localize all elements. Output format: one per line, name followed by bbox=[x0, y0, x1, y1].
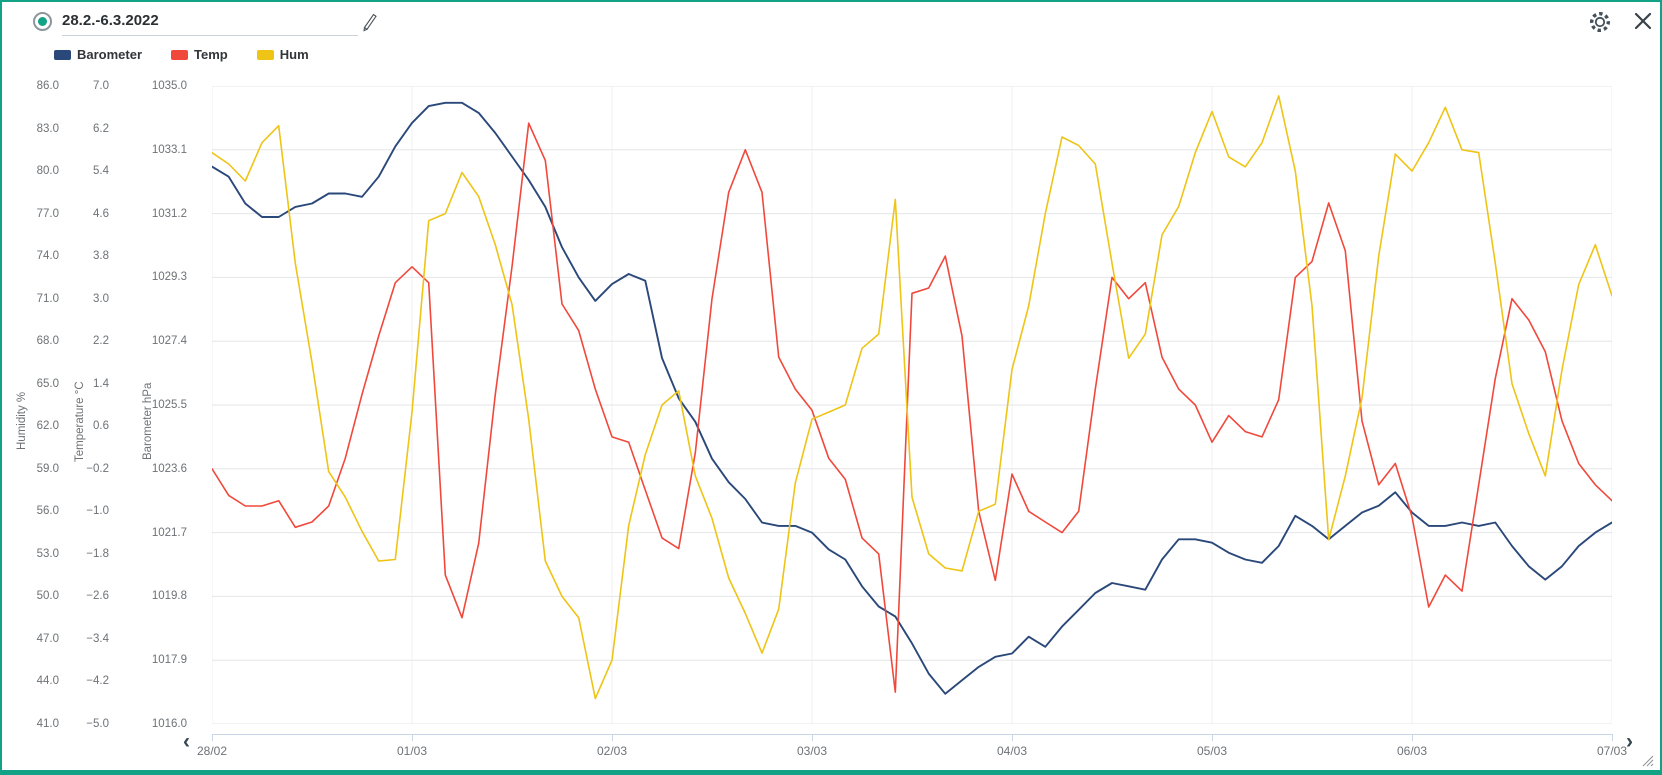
legend-label: Hum bbox=[279, 47, 309, 62]
graph-title-input[interactable] bbox=[62, 10, 358, 36]
legend-label: Temp bbox=[194, 47, 228, 62]
legend: Barometer Temp Hum bbox=[54, 47, 338, 62]
track-tick bbox=[1012, 734, 1013, 741]
plot-area[interactable] bbox=[212, 86, 1612, 724]
track-tick bbox=[812, 734, 813, 741]
legend-label: Barometer bbox=[77, 47, 143, 62]
hum-swatch bbox=[256, 49, 274, 60]
barometer-tick-label: 1016.0 bbox=[151, 718, 187, 730]
x-tick-label: 05/03 bbox=[1196, 744, 1228, 758]
track-tick bbox=[1412, 734, 1413, 741]
hum-line bbox=[212, 95, 1612, 700]
x-tick-label: 06/03 bbox=[1396, 744, 1428, 758]
humidity-tick-label: 86.0 bbox=[36, 80, 59, 92]
legend-item-barometer[interactable]: Barometer bbox=[54, 47, 142, 62]
record-indicator-dot bbox=[38, 17, 47, 26]
humidity-tick-label: 50.0 bbox=[36, 590, 59, 603]
humidity-tick-label: 68.0 bbox=[36, 335, 59, 348]
legend-item-temp[interactable]: Temp bbox=[171, 47, 228, 62]
x-tick-label: 01/03 bbox=[396, 744, 428, 758]
temperature-tick-label: −2.6 bbox=[86, 590, 109, 603]
temperature-tick-label: −5.0 bbox=[86, 718, 109, 730]
temp-line bbox=[212, 122, 1612, 693]
temp-swatch bbox=[171, 49, 189, 60]
temperature-tick-label: 7.0 bbox=[93, 80, 109, 92]
humidity-tick-label: 44.0 bbox=[36, 675, 59, 688]
temperature-tick-label: 0.6 bbox=[93, 420, 109, 433]
humidity-tick-label: 83.0 bbox=[36, 122, 59, 135]
humidity-tick-label: 47.0 bbox=[36, 632, 59, 645]
legend-item-hum[interactable]: Hum bbox=[256, 47, 309, 62]
record-indicator-icon[interactable] bbox=[33, 12, 52, 31]
x-tick-label: 02/03 bbox=[596, 744, 628, 758]
humidity-tick-label: 59.0 bbox=[36, 462, 59, 475]
x-tick-label: 07/03 bbox=[1596, 744, 1628, 758]
barometer-axis-title: Barometer hPa bbox=[142, 382, 154, 460]
temperature-tick-label: 5.4 bbox=[93, 165, 109, 178]
humidity-tick-label: 74.0 bbox=[36, 250, 59, 263]
temperature-tick-label: 1.4 bbox=[93, 377, 109, 390]
temperature-tick-label: 6.2 bbox=[93, 122, 109, 135]
humidity-tick-label: 41.0 bbox=[36, 718, 59, 730]
scroll-right-chevron-icon[interactable]: › bbox=[1626, 730, 1633, 753]
barometer-tick-label: 1025.5 bbox=[151, 399, 187, 411]
barometer-tick-label: 1023.6 bbox=[151, 462, 187, 475]
temperature-tick-label: −1.0 bbox=[86, 505, 109, 518]
track-tick bbox=[212, 734, 213, 741]
x-tick-label: 04/03 bbox=[996, 744, 1028, 758]
barometer-swatch bbox=[54, 49, 71, 60]
edit-pencil-icon[interactable] bbox=[360, 12, 378, 32]
barometer-tick-label: 1021.7 bbox=[151, 526, 187, 539]
close-icon[interactable] bbox=[1632, 10, 1654, 32]
temperature-tick-label: 3.8 bbox=[93, 250, 109, 263]
temperature-tick-label: −1.8 bbox=[86, 547, 109, 560]
barometer-tick-label: 1019.8 bbox=[151, 590, 187, 603]
humidity-tick-label: 80.0 bbox=[36, 165, 59, 178]
track-tick bbox=[1212, 734, 1213, 741]
temperature-tick-label: −4.2 bbox=[86, 675, 109, 688]
temperature-tick-label: 3.0 bbox=[93, 292, 109, 305]
barometer-tick-label: 1017.9 bbox=[151, 654, 187, 667]
humidity-tick-label: 56.0 bbox=[36, 505, 59, 518]
x-tick-label: 03/03 bbox=[796, 744, 828, 758]
temperature-tick-label: 2.2 bbox=[93, 335, 109, 348]
x-tick-label: 28/02 bbox=[196, 744, 228, 758]
barometer-tick-label: 1031.2 bbox=[151, 207, 187, 220]
temperature-tick-label: −3.4 bbox=[86, 632, 109, 645]
scroll-track[interactable] bbox=[212, 734, 1612, 735]
humidity-tick-label: 77.0 bbox=[36, 207, 59, 220]
temperature-tick-label: 4.6 bbox=[93, 207, 109, 220]
barometer-tick-label: 1027.4 bbox=[151, 335, 187, 348]
humidity-tick-label: 62.0 bbox=[36, 420, 59, 433]
barometer-tick-label: 1029.3 bbox=[151, 271, 187, 284]
track-tick bbox=[612, 734, 613, 741]
humidity-tick-label: 53.0 bbox=[36, 547, 59, 560]
resize-handle-icon[interactable] bbox=[1642, 755, 1654, 767]
track-tick bbox=[412, 734, 413, 741]
settings-gear-icon[interactable] bbox=[1588, 10, 1612, 34]
humidity-tick-label: 65.0 bbox=[36, 377, 59, 390]
barometer-line bbox=[212, 101, 1612, 695]
humidity-tick-label: 71.0 bbox=[36, 292, 59, 305]
header bbox=[2, 2, 1660, 44]
temperature-tick-label: −0.2 bbox=[86, 462, 109, 475]
scroll-left-chevron-icon[interactable]: ‹ bbox=[183, 730, 190, 753]
barometer-tick-label: 1035.0 bbox=[151, 80, 187, 92]
barometer-tick-label: 1033.1 bbox=[151, 143, 187, 156]
track-tick bbox=[1612, 734, 1613, 741]
